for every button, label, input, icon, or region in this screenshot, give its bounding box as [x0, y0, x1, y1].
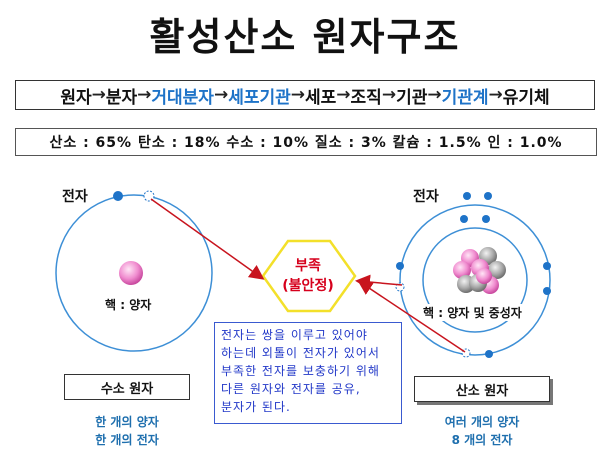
deficiency-line2: (불안정) [282, 278, 334, 294]
oxygen-caption: 여러 개의 양자 8 개의 전자 [414, 413, 550, 449]
chain-arrow: → [488, 85, 503, 105]
oxygen-caption-line2: 8 개의 전자 [451, 433, 513, 447]
page-title: 활성산소 원자구조 [149, 15, 461, 59]
chain-arrow: → [336, 85, 351, 105]
oxygen-electron [482, 215, 490, 223]
element-ratios: 산소 : 65% 탄소 : 18% 수소 : 10% 질소 : 3% 칼슘 : … [15, 128, 597, 156]
chain-item: 세포기관 [228, 87, 291, 108]
hierarchy-chain: 원자 → 분자 → 거대분자 → 세포기관 → 세포 → 조직 → 기관 → 기관계 → 유기체 [15, 80, 595, 110]
oxygen-electron [463, 192, 471, 200]
hydrogen-orbit [55, 194, 213, 352]
chain-arrow: → [290, 85, 305, 105]
hydrogen-atom [55, 190, 213, 352]
hydrogen-caption-line2: 한 개의 전자 [95, 433, 159, 447]
oxygen-electron [485, 350, 493, 358]
chain-arrow: → [427, 85, 442, 105]
hydrogen-name: 수소 원자 [100, 381, 154, 397]
hydrogen-nucleus [119, 261, 143, 285]
hydrogen-arrow [150, 198, 265, 280]
oxygen-electron [543, 287, 551, 295]
chain-item: 분자 [105, 87, 138, 108]
chain-item: 거대분자 [151, 87, 214, 108]
deficiency-label: 부족 (불안정) [262, 256, 354, 296]
chain-item: 유기체 [502, 87, 550, 108]
oxygen-inner-orbit [422, 227, 528, 333]
hydrogen-electron [113, 191, 123, 201]
chain-item: 원자 [60, 87, 92, 108]
hydrogen-nucleus-label: 핵 : 양자 [105, 298, 152, 312]
chain-item: 조직 [350, 87, 382, 108]
oxygen-arrow-bottom [357, 280, 466, 353]
oxygen-electron [484, 192, 492, 200]
chain-item: 기관 [396, 87, 428, 108]
oxygen-outer-orbit [399, 204, 551, 356]
deficiency-line1: 부족 [295, 258, 321, 274]
hydrogen-caption: 한 개의 양자 한 개의 전자 [64, 413, 190, 449]
hydrogen-electron-label: 전자 [62, 189, 88, 205]
oxygen-name-box: 산소 원자 [414, 376, 550, 402]
oxygen-atom [395, 192, 551, 358]
oxygen-electron [460, 215, 468, 223]
chain-item: 기관계 [441, 87, 489, 108]
explanation-note: 전자는 쌍을 이루고 있어야 하는데 외톨이 전자가 있어서 부족한 전자를 보… [214, 322, 402, 424]
oxygen-nucleus [453, 247, 506, 294]
chain-arrow: → [381, 85, 397, 105]
oxygen-name: 산소 원자 [455, 383, 509, 399]
hydrogen-caption-line1: 한 개의 양자 [95, 415, 159, 429]
chain-arrow: → [213, 85, 229, 105]
chain-arrow: → [91, 85, 106, 105]
oxygen-electron-label: 전자 [413, 189, 439, 205]
oxygen-caption-line1: 여러 개의 양자 [444, 415, 520, 429]
hydrogen-name-box: 수소 원자 [64, 374, 190, 400]
oxygen-electron [396, 262, 404, 270]
oxygen-nucleus-label: 핵 : 양자 및 중성자 [423, 304, 522, 321]
chain-arrow: → [137, 85, 152, 105]
oxygen-electron [543, 262, 551, 270]
chain-item: 세포 [305, 87, 337, 108]
